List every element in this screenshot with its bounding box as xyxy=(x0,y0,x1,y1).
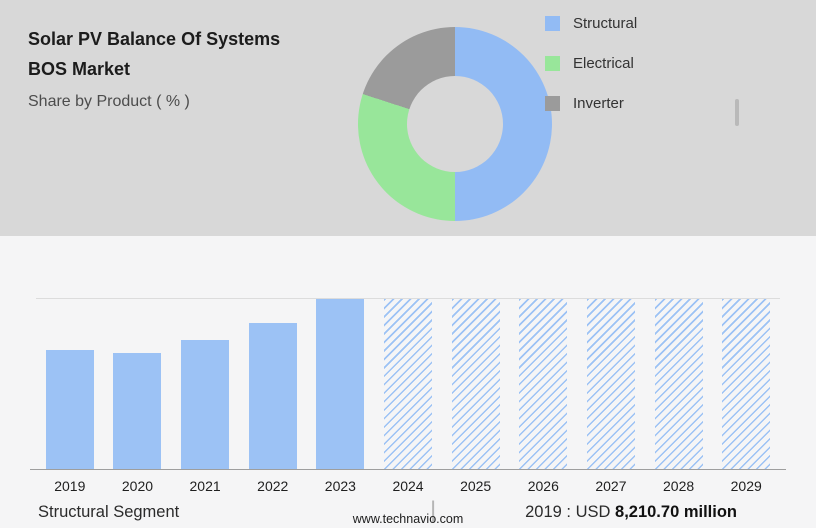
bar-chart-section: 2019 2020 2021 2022 2023 2024 2025 2026 2027 2028… xyxy=(0,236,816,528)
x-tick-2020: 2020 xyxy=(121,478,154,494)
value-prefix: 2019 : USD xyxy=(525,502,611,521)
x-tick-2024: 2024 xyxy=(392,478,424,494)
legend-item-inverter: Inverter xyxy=(545,94,637,112)
bar-column-2020 xyxy=(104,299,172,469)
value-2019: 2019 : USD 8,210.70 million xyxy=(525,503,737,522)
legend: Structural Electrical Inverter xyxy=(545,15,637,135)
x-tick-2027: 2027 xyxy=(595,478,627,494)
legend-label: Electrical xyxy=(573,54,634,72)
x-tick-2026: 2026 xyxy=(527,478,559,494)
legend-swatch-structural xyxy=(545,15,560,31)
bar-column-2028 xyxy=(645,299,713,469)
segment-label: Structural Segment xyxy=(38,502,180,521)
bar-2027 xyxy=(586,299,635,469)
value-amount: 8,210.70 million xyxy=(615,502,737,521)
x-axis-line xyxy=(30,469,786,470)
bar-column-2019 xyxy=(36,299,104,469)
legend-item-electrical: Electrical xyxy=(545,54,637,72)
bar-column-2029 xyxy=(712,299,780,469)
bar-column-2025 xyxy=(442,299,510,469)
caption-row: Structural Segment | 2019 : USD 8,210.70… xyxy=(38,497,737,524)
header-block: Solar PV Balance Of Systems BOS Market S… xyxy=(28,24,280,111)
donut-section: Solar PV Balance Of Systems BOS Market S… xyxy=(0,0,816,236)
x-axis-ticks: 2019 2020 2021 2022 2023 2024 2025 2026 2027 2028… xyxy=(36,478,780,494)
x-tick-2019: 2019 xyxy=(54,478,86,494)
bar-column-2023 xyxy=(307,299,375,469)
website-url: www.technavio.com xyxy=(352,512,464,526)
bar-2025 xyxy=(451,299,500,469)
legend-label: Inverter xyxy=(573,94,624,112)
bar-2022 xyxy=(248,322,297,469)
bar-2029 xyxy=(722,299,771,469)
legend-swatch-inverter xyxy=(545,95,560,111)
bar-column-2027 xyxy=(577,299,645,469)
chart-subtitle: Share by Product ( % ) xyxy=(28,93,190,110)
x-tick-2028: 2028 xyxy=(663,478,695,494)
page-title-line-1: Solar PV Balance Of Systems xyxy=(28,29,281,49)
x-tick-2021: 2021 xyxy=(189,478,221,494)
bar-2020 xyxy=(113,353,162,469)
bar-column-2026 xyxy=(509,299,577,469)
page-title-line-2: BOS Market xyxy=(28,59,131,79)
legend-label: Structural xyxy=(573,14,638,32)
donut-chart xyxy=(358,27,552,221)
x-tick-2022: 2022 xyxy=(257,478,289,494)
bar-2028 xyxy=(654,299,703,469)
bar-2023 xyxy=(316,299,365,469)
bar-2024 xyxy=(384,299,433,469)
bar-column-2021 xyxy=(171,299,239,469)
scrollbar-thumb[interactable] xyxy=(735,99,739,126)
bar-2019 xyxy=(45,350,94,469)
bar-series xyxy=(36,299,780,469)
bar-column-2022 xyxy=(239,299,307,469)
bar-chart: 2019 2020 2021 2022 2023 2024 2025 2026 2027 2028… xyxy=(30,298,786,494)
x-tick-2025: 2025 xyxy=(460,478,492,494)
bar-2026 xyxy=(519,299,568,469)
separator: | xyxy=(430,497,437,524)
bar-2021 xyxy=(181,339,230,469)
legend-item-structural: Structural xyxy=(545,14,638,32)
legend-swatch-electrical xyxy=(545,55,560,71)
x-tick-2023: 2023 xyxy=(324,478,356,494)
x-tick-2029: 2029 xyxy=(730,478,762,494)
bar-column-2024 xyxy=(374,299,442,469)
